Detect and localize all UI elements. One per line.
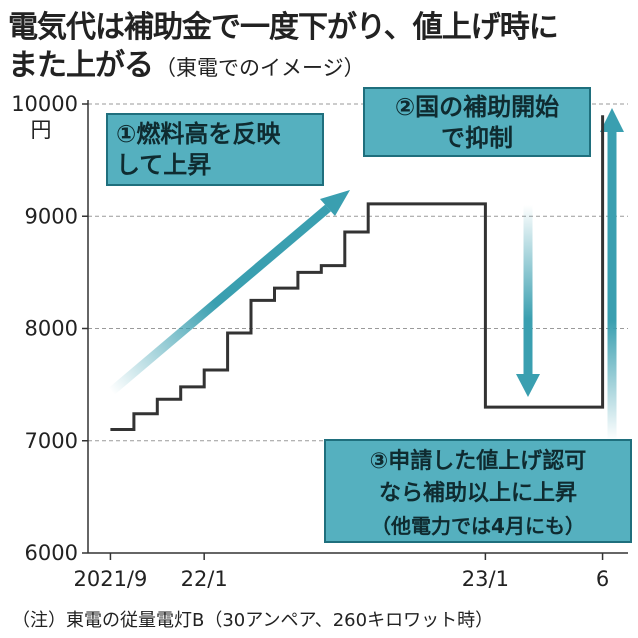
y-tick-label-10000: 10000 — [11, 92, 78, 116]
x-tick-labels: 2021/9 22/1 23/1 6 — [73, 553, 609, 591]
x-tick-label-0: 2021/9 — [73, 567, 147, 591]
y-tick-label-8000: 8000 — [25, 317, 78, 341]
x-tick-label-2: 23/1 — [462, 567, 509, 591]
annotation-1-line-1: ①燃料高を反映 — [116, 120, 281, 148]
rising-trend-arrow-head — [320, 190, 350, 216]
annotation-3-line-3: （他電力では4月にも） — [371, 514, 585, 538]
x-tick-label-3: 6 — [596, 567, 609, 591]
annotation-3-line-1: ③申請した値上げ認可 — [369, 449, 587, 474]
chart-title-line1: 電気代は補助金で一度下がり、値上げ時に — [8, 10, 559, 45]
annotation-fuel-cost: ①燃料高を反映 して上昇 — [106, 113, 324, 186]
x-tick-label-1: 22/1 — [181, 567, 228, 591]
y-tick-label-6000: 6000 — [25, 541, 78, 565]
axis-layer — [87, 100, 628, 554]
chart-title-line2: また上がる（東電でのイメージ） — [8, 40, 365, 84]
chart-title-line2-main: また上がる — [8, 48, 154, 83]
chart-subtitle: （東電でのイメージ） — [155, 56, 365, 80]
annotation-1-line-2: して上昇 — [116, 151, 212, 179]
price-step-line — [110, 115, 605, 431]
rising-trend-arrow-shaft — [109, 204, 331, 395]
y-tick-labels: 6000 7000 8000 9000 10000 — [11, 92, 88, 565]
annotation-2-line-1: ②国の補助開始 — [394, 93, 560, 121]
y-axis-unit: 円 — [31, 118, 52, 142]
y-tick-label-9000: 9000 — [25, 204, 78, 228]
approval-rise-arrow-head — [600, 108, 624, 132]
annotation-subsidy-start: ②国の補助開始 で抑制 — [363, 87, 591, 157]
annotation-2-line-2: で抑制 — [441, 124, 513, 152]
footnote: （注）東電の従量電灯B（30アンペア、260キロワット時） — [12, 610, 494, 631]
y-tick-label-7000: 7000 — [25, 429, 78, 453]
annotation-price-approval: ③申請した値上げ認可 なら補助以上に上昇 （他電力では4月にも） — [324, 439, 632, 543]
subsidy-drop-arrow-head — [516, 374, 540, 397]
annotation-3-line-2: なら補助以上に上昇 — [378, 481, 577, 506]
